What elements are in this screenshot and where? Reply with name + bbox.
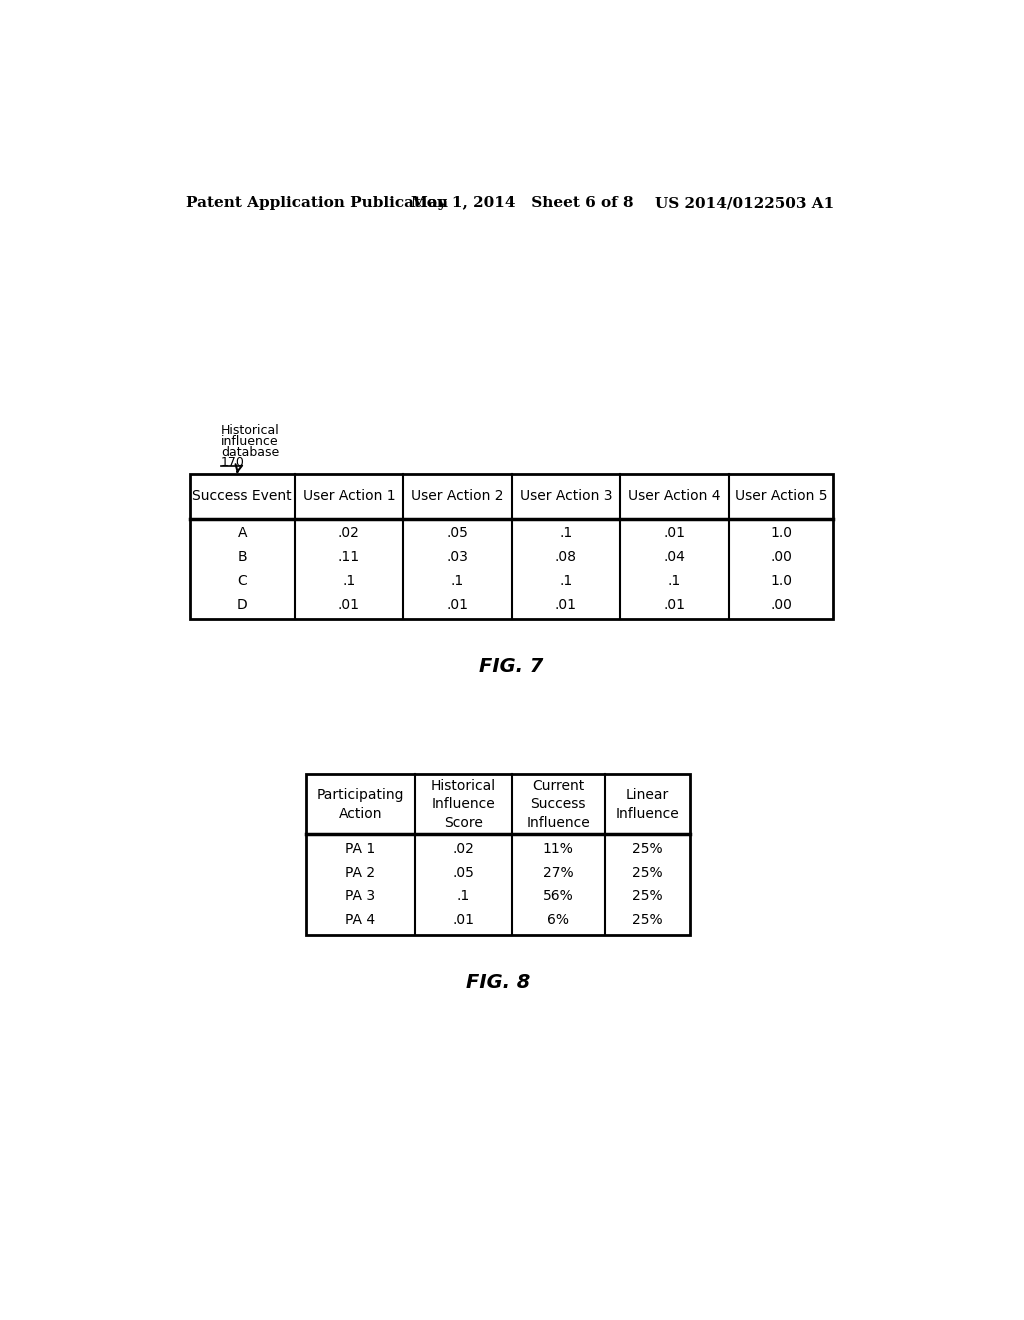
- Text: A
B
C
D: A B C D: [237, 525, 248, 611]
- Text: User Action 2: User Action 2: [411, 490, 504, 503]
- Text: Current
Success
Influence: Current Success Influence: [526, 779, 590, 830]
- Text: Patent Application Publication: Patent Application Publication: [186, 197, 449, 210]
- Text: .05
.03
.1
.01: .05 .03 .1 .01: [446, 525, 468, 611]
- Text: Linear
Influence: Linear Influence: [615, 788, 679, 821]
- Text: 1.0
.00
1.0
.00: 1.0 .00 1.0 .00: [770, 525, 792, 611]
- Text: .02
.11
.1
.01: .02 .11 .1 .01: [338, 525, 360, 611]
- Text: PA 1
PA 2
PA 3
PA 4: PA 1 PA 2 PA 3 PA 4: [345, 842, 376, 928]
- Text: database: database: [221, 446, 280, 458]
- Text: User Action 3: User Action 3: [519, 490, 612, 503]
- Text: 170: 170: [221, 457, 245, 470]
- Bar: [190, 474, 834, 619]
- Text: .01
.04
.1
.01: .01 .04 .1 .01: [664, 525, 685, 611]
- Text: User Action 1: User Action 1: [302, 490, 395, 503]
- Text: Historical
Influence
Score: Historical Influence Score: [431, 779, 496, 830]
- Text: User Action 5: User Action 5: [734, 490, 827, 503]
- Text: Success Event: Success Event: [193, 490, 292, 503]
- Text: 25%
25%
25%
25%: 25% 25% 25% 25%: [632, 842, 663, 928]
- Text: 11%
27%
56%
6%: 11% 27% 56% 6%: [543, 842, 573, 928]
- Text: May 1, 2014   Sheet 6 of 8: May 1, 2014 Sheet 6 of 8: [411, 197, 634, 210]
- Text: US 2014/0122503 A1: US 2014/0122503 A1: [655, 197, 835, 210]
- Text: FIG. 7: FIG. 7: [479, 657, 544, 676]
- Text: Participating
Action: Participating Action: [316, 788, 404, 821]
- Text: Historical: Historical: [221, 424, 280, 437]
- Text: .1
.08
.1
.01: .1 .08 .1 .01: [555, 525, 577, 611]
- Bar: [306, 775, 690, 935]
- Text: influence: influence: [221, 434, 279, 447]
- Text: .02
.05
.1
.01: .02 .05 .1 .01: [453, 842, 474, 928]
- Text: User Action 4: User Action 4: [628, 490, 721, 503]
- Text: FIG. 8: FIG. 8: [466, 973, 530, 993]
